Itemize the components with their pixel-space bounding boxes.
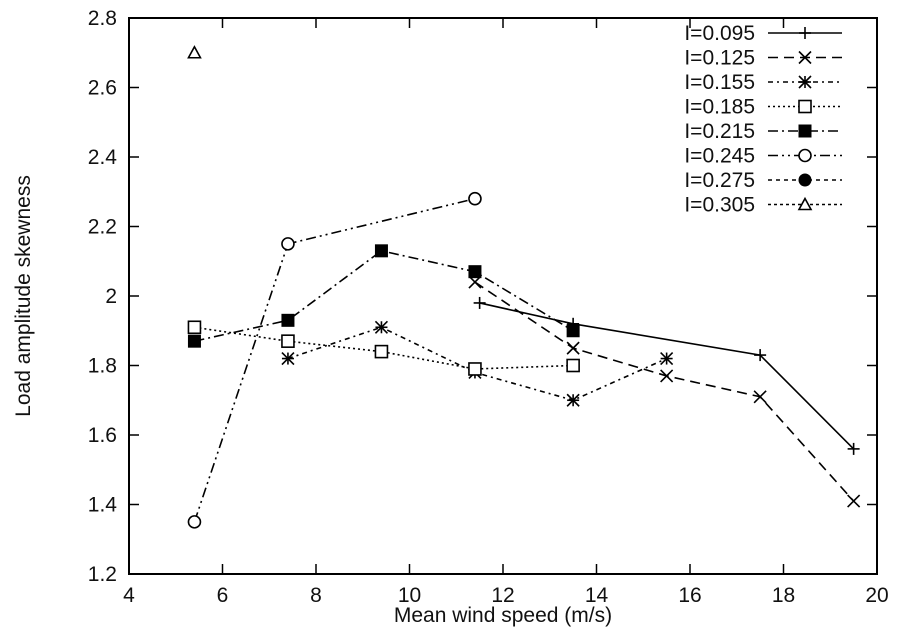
data-point	[754, 349, 767, 362]
series-I=0.185	[187, 320, 580, 376]
y-tick-label: 1.6	[88, 424, 117, 447]
legend-label: I=0.095	[684, 22, 755, 45]
y-tick-label: 2.4	[88, 146, 118, 169]
series-layer	[187, 45, 861, 529]
series-I=0.245	[187, 191, 482, 529]
data-point	[281, 313, 295, 327]
data-point	[847, 442, 860, 455]
legend-label: I=0.245	[684, 145, 755, 168]
legend-entry: I=0.095	[684, 22, 842, 45]
x-tick-label: 12	[491, 584, 514, 607]
legend-marker	[798, 124, 812, 138]
legend: I=0.095I=0.125I=0.155I=0.185I=0.215I=0.2…	[684, 22, 842, 217]
legend-marker	[797, 196, 813, 211]
data-point	[374, 320, 389, 334]
y-tick-label: 2.2	[88, 216, 117, 239]
data-point	[566, 324, 580, 338]
data-point	[660, 369, 674, 383]
legend-entry: I=0.185	[684, 96, 842, 119]
legend-label: I=0.305	[684, 194, 755, 217]
legend-label: I=0.155	[684, 71, 755, 94]
legend-label: I=0.185	[684, 96, 755, 119]
legend-entry: I=0.125	[684, 47, 842, 70]
y-tick-label: 2	[105, 285, 117, 308]
x-tick-label: 16	[678, 584, 701, 607]
y-axis: 1.2 1.4 1.6 1.8 2 2.2 2.4 2.6 2.8	[88, 7, 877, 586]
data-point	[374, 244, 388, 258]
y-tick-label: 1.2	[88, 563, 117, 586]
data-point	[187, 334, 201, 348]
series-I=0.125	[468, 275, 861, 508]
data-point	[566, 393, 580, 407]
x-tick-label: 10	[398, 584, 421, 607]
legend-marker	[798, 148, 812, 163]
y-tick-label: 2.8	[88, 7, 117, 30]
series-line	[479, 302, 855, 450]
legend-entry: I=0.215	[684, 120, 842, 143]
data-point	[468, 362, 482, 376]
data-point	[187, 515, 202, 529]
legend-marker	[798, 99, 812, 114]
y-axis-title: Load amplitude skewness	[12, 175, 35, 417]
data-point	[187, 320, 202, 335]
legend-marker	[798, 75, 812, 89]
plot-frame	[128, 17, 878, 575]
data-point	[187, 45, 202, 59]
series-I=0.305	[187, 45, 202, 59]
y-tick-label: 1.4	[88, 494, 118, 517]
x-axis-title: Mean wind speed (m/s)	[394, 604, 612, 627]
legend-marker	[798, 173, 812, 187]
legend-label: I=0.215	[684, 120, 755, 143]
data-point	[281, 334, 295, 348]
x-axis: 4 6 8 10 12 14 16 18 20	[123, 18, 889, 607]
x-tick-label: 6	[217, 584, 229, 607]
legend-entry: I=0.155	[684, 71, 842, 94]
legend-entry: I=0.275	[684, 169, 842, 192]
legend-entry: I=0.305	[684, 194, 842, 217]
series-line	[193, 197, 476, 523]
legend-marker	[799, 27, 811, 39]
series-line	[194, 326, 574, 370]
data-point	[753, 390, 767, 404]
series-I=0.215	[187, 244, 580, 348]
data-point	[473, 296, 486, 309]
data-point	[566, 358, 580, 373]
y-tick-label: 2.6	[88, 77, 117, 100]
series-I=0.095	[473, 296, 860, 455]
data-point	[281, 237, 295, 251]
data-point	[660, 351, 674, 366]
series-line	[194, 249, 574, 342]
data-point	[281, 351, 295, 366]
legend-label: I=0.125	[684, 47, 755, 70]
data-point	[847, 494, 861, 508]
x-tick-label: 18	[772, 584, 795, 607]
x-tick-label: 8	[310, 584, 322, 607]
data-point	[468, 191, 482, 206]
data-point	[468, 265, 482, 279]
data-point	[566, 341, 580, 355]
data-point	[374, 344, 389, 359]
x-tick-label: 4	[123, 584, 135, 607]
x-tick-label: 20	[865, 584, 888, 607]
y-tick-label: 1.8	[88, 355, 117, 378]
legend-label: I=0.275	[684, 169, 755, 192]
legend-entry: I=0.245	[684, 145, 842, 168]
legend-marker	[798, 50, 812, 65]
x-tick-label: 14	[585, 584, 609, 607]
